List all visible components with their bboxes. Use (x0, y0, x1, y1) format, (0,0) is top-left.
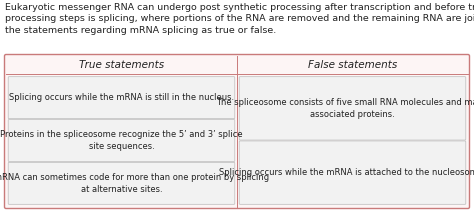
Text: the statements regarding mRNA splicing as true or false.: the statements regarding mRNA splicing a… (5, 26, 276, 35)
Text: processing steps is splicing, where portions of the RNA are removed and the rema: processing steps is splicing, where port… (5, 14, 474, 24)
Text: True statements: True statements (79, 60, 164, 70)
FancyBboxPatch shape (8, 119, 235, 161)
FancyBboxPatch shape (8, 162, 235, 204)
Text: False statements: False statements (308, 60, 397, 70)
Text: Splicing occurs while the mRNA is attached to the nucleosome.: Splicing occurs while the mRNA is attach… (219, 168, 474, 177)
FancyBboxPatch shape (4, 55, 470, 209)
FancyBboxPatch shape (239, 77, 466, 140)
FancyBboxPatch shape (239, 141, 466, 204)
Text: One mRNA can sometimes code for more than one protein by splicing
at alternative: One mRNA can sometimes code for more tha… (0, 173, 269, 194)
Text: The spliceosome consists of five small RNA molecules and many
associated protein: The spliceosome consists of five small R… (217, 98, 474, 119)
FancyBboxPatch shape (8, 77, 235, 119)
Text: Proteins in the spliceosome recognize the 5’ and 3’ splice
site sequences.: Proteins in the spliceosome recognize th… (0, 130, 243, 151)
Text: Splicing occurs while the mRNA is still in the nucleus.: Splicing occurs while the mRNA is still … (9, 93, 234, 102)
Text: Eukaryotic messenger RNA can undergo post synthetic processing after transcripti: Eukaryotic messenger RNA can undergo pos… (5, 3, 474, 12)
